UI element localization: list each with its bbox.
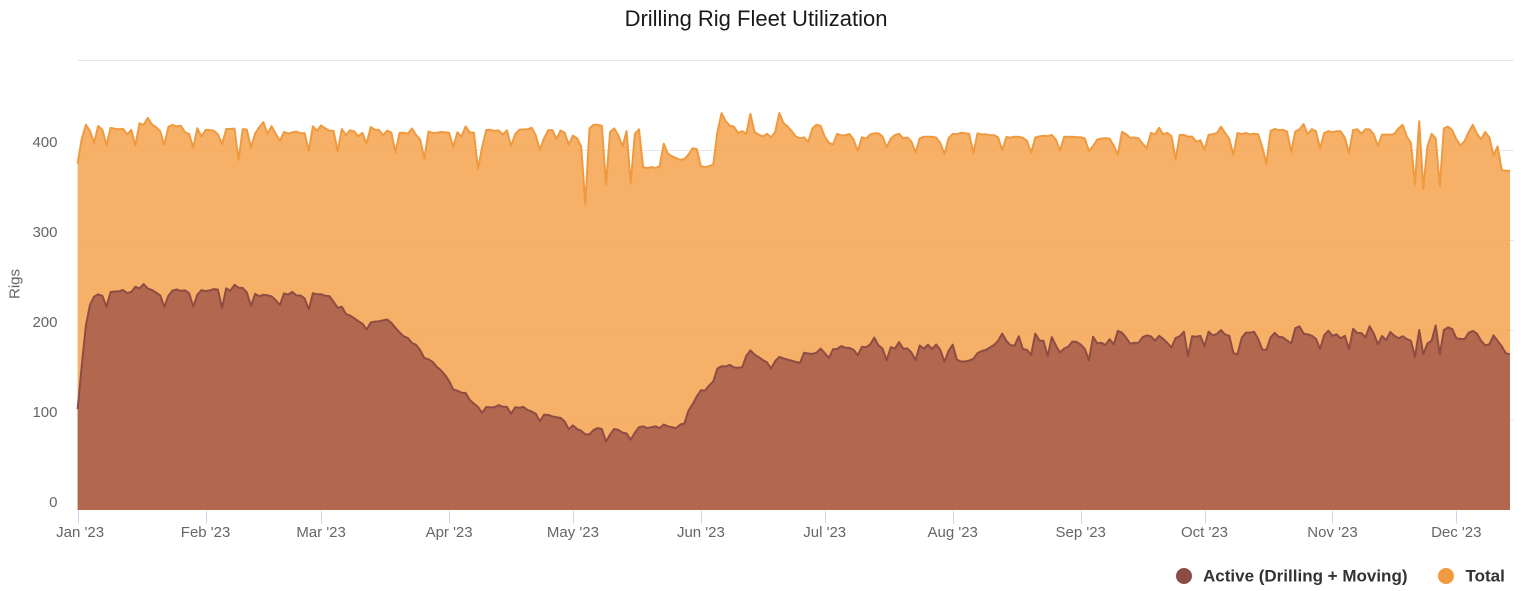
svg-text:Mar '23: Mar '23	[296, 524, 346, 541]
svg-text:Apr '23: Apr '23	[426, 524, 473, 541]
svg-text:0: 0	[49, 494, 57, 511]
svg-text:Active (Drilling + Moving): Active (Drilling + Moving)	[1203, 567, 1408, 586]
svg-text:Dec '23: Dec '23	[1431, 524, 1481, 541]
svg-text:Feb '23: Feb '23	[181, 524, 231, 541]
svg-text:Sep '23: Sep '23	[1055, 524, 1105, 541]
svg-text:200: 200	[32, 314, 57, 331]
svg-text:May '23: May '23	[547, 524, 599, 541]
svg-text:Oct '23: Oct '23	[1181, 524, 1228, 541]
svg-text:300: 300	[32, 224, 57, 241]
svg-text:Rigs: Rigs	[7, 269, 24, 299]
svg-text:Aug '23: Aug '23	[927, 524, 977, 541]
svg-text:100: 100	[32, 404, 57, 421]
svg-text:Nov '23: Nov '23	[1307, 524, 1357, 541]
svg-text:Jul '23: Jul '23	[803, 524, 846, 541]
svg-text:Jan '23: Jan '23	[56, 524, 104, 541]
svg-text:400: 400	[32, 134, 57, 151]
svg-text:Total: Total	[1466, 567, 1505, 586]
svg-text:Drilling Rig Fleet Utilization: Drilling Rig Fleet Utilization	[625, 6, 888, 31]
svg-text:Jun '23: Jun '23	[677, 524, 725, 541]
